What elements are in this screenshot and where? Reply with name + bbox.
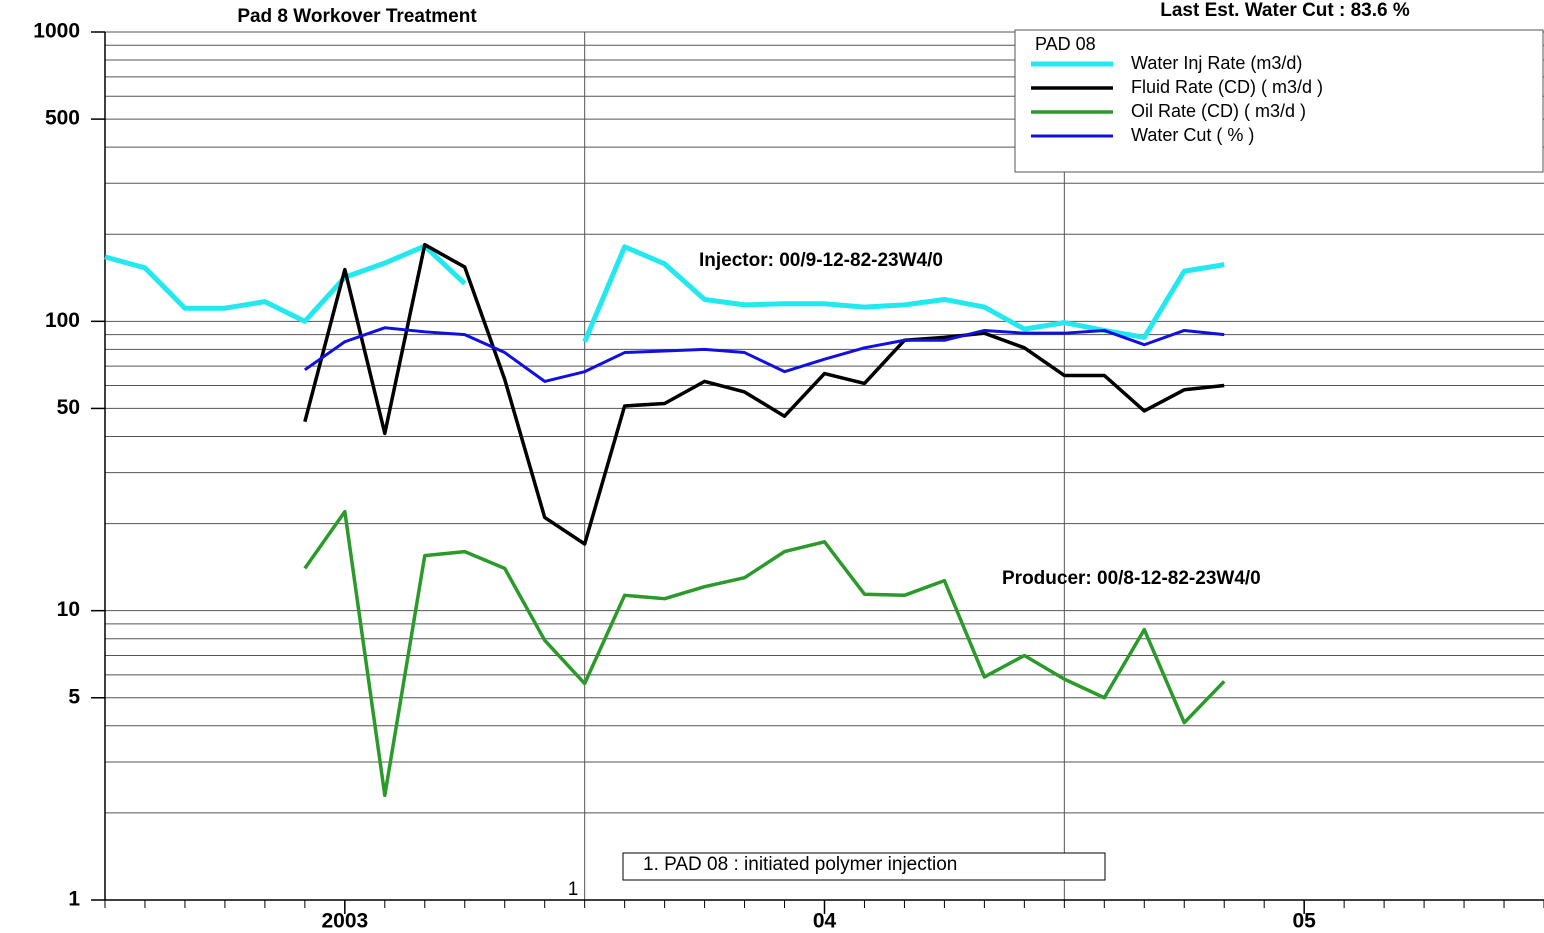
series-line bbox=[303, 242, 1225, 546]
legend-label: Fluid Rate (CD) ( m3/d ) bbox=[1131, 77, 1323, 97]
legend-label: Water Cut ( % ) bbox=[1131, 125, 1254, 145]
x-tick-label: 05 bbox=[1292, 910, 1316, 933]
x-tick-label: 2003 bbox=[321, 910, 368, 933]
legend-label: Water Inj Rate (m3/d) bbox=[1131, 53, 1302, 73]
y-tick-label: 50 bbox=[57, 396, 80, 419]
y-tick-label: 10 bbox=[57, 598, 80, 621]
annotation: Injector: 00/9-12-82-23W4/0 bbox=[699, 250, 943, 271]
y-tick-label: 5 bbox=[68, 685, 80, 708]
legend-title: PAD 08 bbox=[1035, 34, 1096, 54]
y-tick-label: 100 bbox=[45, 309, 80, 332]
annotation: 1. PAD 08 : initiated polymer injection bbox=[643, 854, 957, 875]
annotation: Producer: 00/8-12-82-23W4/0 bbox=[1002, 568, 1261, 589]
legend-box bbox=[1014, 29, 1544, 173]
y-tick-label: 500 bbox=[45, 107, 80, 130]
x-tick-label: 04 bbox=[813, 910, 837, 933]
y-tick-label: 1000 bbox=[33, 20, 80, 43]
series-line bbox=[303, 509, 1226, 798]
annotation: 1 bbox=[568, 879, 579, 900]
chart-title: Pad 8 Workover Treatment bbox=[237, 6, 477, 27]
series-line bbox=[303, 326, 1225, 383]
y-tick-label: 1 bbox=[68, 888, 80, 911]
annotation: Last Est. Water Cut : 83.6 % bbox=[1160, 0, 1410, 21]
legend-label: Oil Rate (CD) ( m3/d ) bbox=[1131, 101, 1306, 121]
series-line bbox=[104, 243, 1225, 343]
note-box bbox=[622, 852, 1106, 881]
